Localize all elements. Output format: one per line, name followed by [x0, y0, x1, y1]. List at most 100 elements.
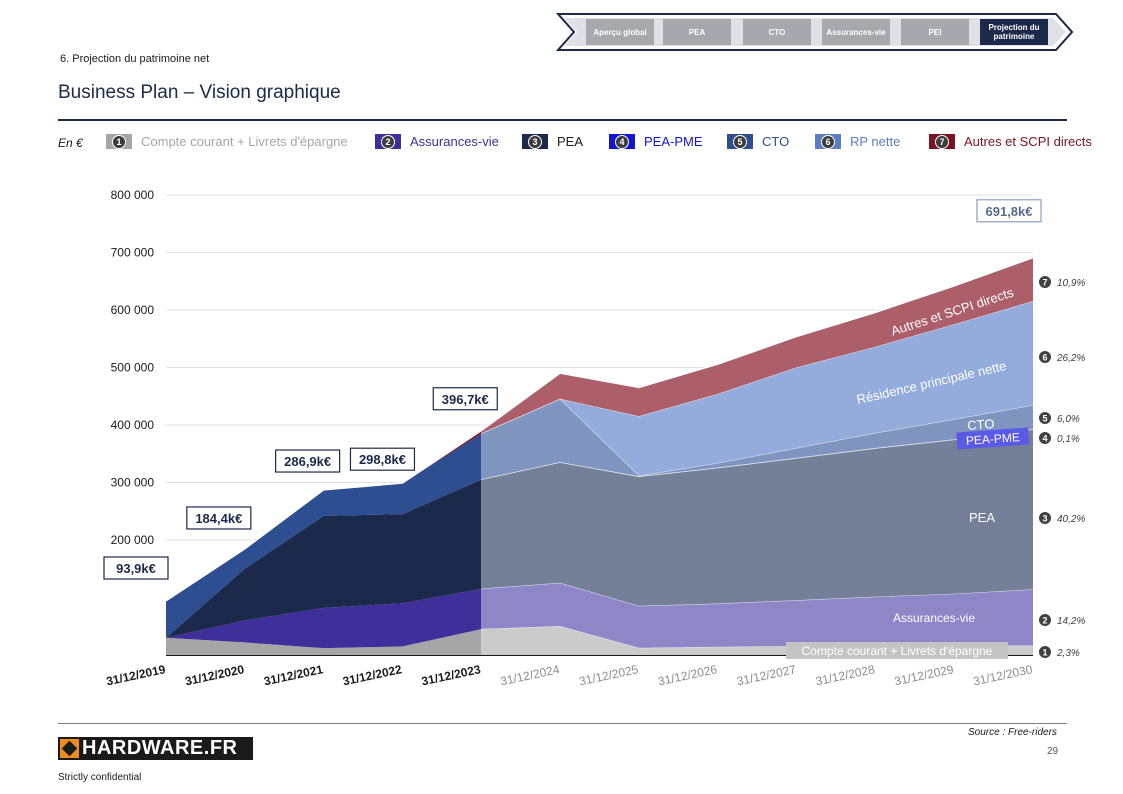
legend-number-badge: 3: [528, 134, 542, 149]
total-label: 396,7k€: [442, 392, 489, 407]
total-label: 286,9k€: [284, 454, 331, 469]
x-tick-label: 31/12/2021: [263, 662, 325, 688]
logo-mark-icon: [60, 739, 79, 758]
page-title: Business Plan – Vision graphique: [58, 82, 341, 103]
nav-tab-cto[interactable]: CTO: [743, 19, 811, 45]
total-label: 691,8k€: [986, 204, 1033, 219]
legend-swatch: 3: [522, 134, 548, 149]
total-outline: [165, 257, 1034, 602]
x-tick-label: 31/12/2029: [893, 662, 955, 688]
series-number: 5: [1042, 414, 1047, 424]
area-series-7-projection: [481, 257, 1033, 434]
layer-separator: [481, 301, 1034, 434]
x-tick-label: 31/12/2025: [578, 662, 640, 688]
total-label-box: [103, 556, 169, 580]
layer-separator: [481, 398, 1034, 477]
legend-item-7: 7 Autres et SCPI directs: [929, 134, 1092, 149]
page-number: 29: [1047, 746, 1059, 757]
series-number-badge: [1038, 411, 1052, 425]
series-number-badge: [1038, 275, 1052, 289]
series-number: 2: [1042, 616, 1047, 626]
nav-tab-projection[interactable]: Projection du patrimoine: [980, 19, 1048, 45]
series-share-percent: 26,2%: [1056, 353, 1085, 364]
area-label-group: Assurances-vie: [893, 611, 975, 625]
layer-separator: [481, 582, 1034, 607]
legend-swatch: 6: [815, 134, 841, 149]
legend-item-6: 6 RP nette: [815, 134, 900, 149]
area-label: Compte courant + Livrets d'épargne: [802, 644, 993, 658]
series-share-percent: 10,9%: [1057, 278, 1085, 289]
nav-tab-apercu-global[interactable]: Aperçu global: [586, 19, 654, 45]
area-series-3-historical: [166, 479, 482, 638]
nav-tab-pei[interactable]: PEI: [901, 19, 969, 45]
area-series-3-projection: [481, 429, 1033, 607]
legend-number-badge: 5: [733, 134, 747, 149]
legend-number-badge: 7: [935, 134, 949, 149]
layer-separator: [481, 428, 1034, 480]
area-label: CTO: [967, 416, 995, 433]
title-divider: [58, 119, 1067, 121]
source-note: Source : Free-riders: [968, 727, 1057, 738]
nav-tab-assurances-vie[interactable]: Assurances-vie: [822, 19, 890, 45]
series-share-percent: 14,2%: [1057, 616, 1085, 627]
legend-item-5: 5 CTO: [727, 134, 789, 149]
y-tick-label: 200 000: [111, 533, 155, 547]
legend-item-2: 2 Assurances-vie: [375, 134, 499, 149]
legend-item-1: 1 Compte courant + Livrets d'épargne: [106, 134, 348, 149]
legend-label: PEA: [557, 134, 584, 149]
nav-tab-pea[interactable]: PEA: [663, 19, 731, 45]
series-number-badge: [1038, 645, 1052, 659]
y-tick-label: 400 000: [111, 418, 155, 432]
legend-swatch: 5: [727, 134, 753, 149]
x-tick-label: 31/12/2028: [814, 662, 876, 688]
area-series-2-historical: [166, 588, 482, 649]
x-tick-label: 31/12/2023: [420, 662, 482, 688]
legend-label: Autres et SCPI directs: [964, 134, 1092, 149]
series-share-percent: 40,2%: [1057, 514, 1085, 525]
legend-label: Compte courant + Livrets d'épargne: [141, 134, 348, 149]
hardware-fr-logo: HARDWARE.FR: [58, 737, 253, 760]
logo-text: HARDWARE.FR: [82, 737, 238, 759]
legend-number-badge: 1: [112, 134, 126, 149]
total-label-box: [275, 449, 341, 473]
series-number: 6: [1042, 353, 1047, 363]
x-tick-label: 31/12/2030: [972, 662, 1034, 688]
legend-swatch: 4: [609, 134, 635, 149]
area-label-group: CTO: [967, 416, 995, 433]
area-label: PEA: [969, 510, 995, 525]
x-tick-label: 31/12/2022: [341, 662, 403, 688]
legend-number-badge: 6: [821, 134, 835, 149]
area-label: PEA-PME: [965, 430, 1020, 448]
legend-swatch: 7: [929, 134, 955, 149]
legend-number-badge: 4: [615, 134, 629, 149]
nav-tabs: Aperçu global PEA CTO Assurances-vie PEI Proj…: [556, 0, 1074, 54]
area-series-1-historical: [166, 629, 482, 655]
area-series-5-historical: [166, 433, 482, 638]
legend-label: Assurances-vie: [410, 134, 499, 149]
series-number-badge: [1038, 350, 1052, 364]
y-tick-label: 700 000: [111, 246, 155, 260]
series-share-percent: 6,0%: [1057, 414, 1080, 425]
confidential-note: Strictly confidential: [58, 772, 142, 783]
total-label: 93,9k€: [116, 561, 156, 576]
area-series-2-projection: [481, 583, 1033, 649]
area-label: Assurances-vie: [893, 611, 975, 625]
series-share-percent: 2,3%: [1056, 648, 1080, 659]
y-tick-label: 500 000: [111, 361, 155, 375]
total-label-box: [186, 506, 252, 530]
x-tick-label: 31/12/2019: [105, 662, 167, 688]
area-series-6-projection: [481, 301, 1033, 476]
area-series-5-projection: [481, 399, 1033, 480]
section-label: 6. Projection du patrimoine net: [60, 53, 210, 65]
area-label-group: Compte courant + Livrets d'épargne: [786, 642, 1008, 659]
total-label-box: [432, 387, 498, 411]
area-label-background: [956, 427, 1030, 450]
unit-label: En €: [58, 136, 83, 150]
series-number: 1: [1042, 648, 1047, 658]
y-tick-label: 800 000: [111, 188, 155, 202]
x-tick-label: 31/12/2027: [736, 662, 798, 688]
series-number: 4: [1042, 434, 1047, 444]
area-label-group: PEA: [969, 510, 995, 525]
footer-divider: [58, 723, 1067, 724]
series-number-badge: [1038, 511, 1052, 525]
